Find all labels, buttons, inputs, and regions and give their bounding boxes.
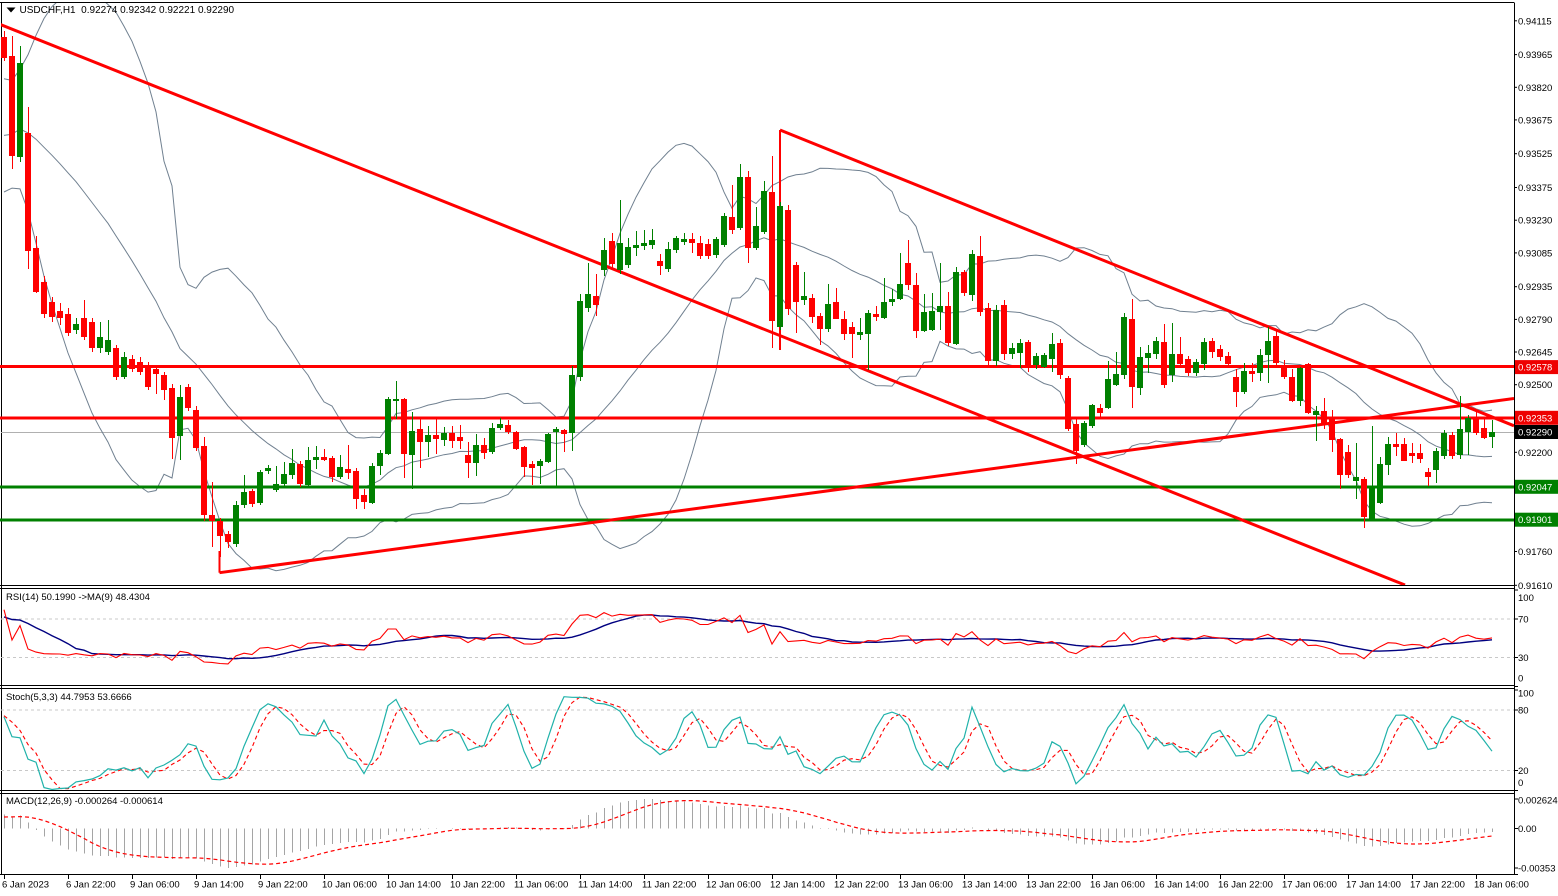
svg-text:0.92935: 0.92935	[1518, 282, 1552, 293]
svg-text:-0.00353: -0.00353	[1518, 863, 1556, 874]
svg-text:0.92500: 0.92500	[1518, 380, 1552, 391]
svg-text:6 Jan 2023: 6 Jan 2023	[2, 880, 49, 891]
svg-text:10 Jan 14:00: 10 Jan 14:00	[386, 880, 441, 891]
svg-text:0: 0	[1518, 674, 1523, 685]
svg-text:USDCHF,H1 0.92274 0.92342 0.9: USDCHF,H1 0.92274 0.92342 0.92221 0.9229…	[20, 5, 235, 16]
svg-text:Stoch(5,3,3) 44.7953 53.6666: Stoch(5,3,3) 44.7953 53.6666	[6, 692, 132, 703]
svg-text:12 Jan 22:00: 12 Jan 22:00	[834, 880, 889, 891]
svg-text:0.91901: 0.91901	[1518, 515, 1552, 526]
svg-text:9 Jan 14:00: 9 Jan 14:00	[194, 880, 244, 891]
svg-text:10 Jan 06:00: 10 Jan 06:00	[322, 880, 377, 891]
svg-text:100: 100	[1518, 689, 1534, 700]
svg-text:0.91760: 0.91760	[1518, 547, 1552, 558]
svg-text:17 Jan 06:00: 17 Jan 06:00	[1282, 880, 1337, 891]
svg-text:0.93965: 0.93965	[1518, 50, 1552, 61]
svg-text:MACD(12,26,9) -0.000264 -0.000: MACD(12,26,9) -0.000264 -0.000614	[6, 796, 163, 807]
svg-text:18 Jan 06:00: 18 Jan 06:00	[1474, 880, 1529, 891]
svg-text:13 Jan 14:00: 13 Jan 14:00	[962, 880, 1017, 891]
svg-text:0.93230: 0.93230	[1518, 216, 1552, 227]
svg-text:30: 30	[1518, 653, 1529, 664]
svg-text:0.92290: 0.92290	[1518, 428, 1552, 439]
svg-text:13 Jan 06:00: 13 Jan 06:00	[898, 880, 953, 891]
svg-text:16 Jan 14:00: 16 Jan 14:00	[1154, 880, 1209, 891]
svg-text:0.93675: 0.93675	[1518, 115, 1552, 126]
svg-text:9 Jan 22:00: 9 Jan 22:00	[258, 880, 308, 891]
svg-text:10 Jan 22:00: 10 Jan 22:00	[450, 880, 505, 891]
svg-text:0.92200: 0.92200	[1518, 448, 1552, 459]
svg-text:11 Jan 14:00: 11 Jan 14:00	[578, 880, 632, 891]
svg-text:0: 0	[1518, 778, 1523, 789]
svg-text:0.93525: 0.93525	[1518, 149, 1552, 160]
svg-text:0.00: 0.00	[1518, 824, 1537, 835]
svg-text:11 Jan 06:00: 11 Jan 06:00	[514, 880, 568, 891]
svg-text:16 Jan 22:00: 16 Jan 22:00	[1218, 880, 1273, 891]
svg-text:0.92790: 0.92790	[1518, 315, 1552, 326]
svg-text:16 Jan 06:00: 16 Jan 06:00	[1090, 880, 1145, 891]
svg-text:20: 20	[1518, 766, 1529, 777]
svg-text:70: 70	[1518, 614, 1529, 625]
svg-text:0.94115: 0.94115	[1518, 16, 1552, 27]
svg-text:100: 100	[1518, 593, 1534, 604]
svg-text:11 Jan 22:00: 11 Jan 22:00	[642, 880, 696, 891]
svg-text:80: 80	[1518, 706, 1529, 717]
svg-text:0.93085: 0.93085	[1518, 248, 1552, 259]
svg-text:9 Jan 06:00: 9 Jan 06:00	[130, 880, 180, 891]
svg-text:17 Jan 22:00: 17 Jan 22:00	[1410, 880, 1465, 891]
svg-text:0.93375: 0.93375	[1518, 183, 1552, 194]
svg-text:12 Jan 06:00: 12 Jan 06:00	[706, 880, 761, 891]
svg-text:RSI(14) 50.1990 ->MA(9) 48.43: RSI(14) 50.1990 ->MA(9) 48.4304	[6, 592, 150, 603]
svg-text:13 Jan 22:00: 13 Jan 22:00	[1026, 880, 1081, 891]
svg-text:0.93820: 0.93820	[1518, 83, 1552, 94]
svg-text:12 Jan 14:00: 12 Jan 14:00	[770, 880, 825, 891]
svg-text:17 Jan 14:00: 17 Jan 14:00	[1346, 880, 1401, 891]
svg-text:0.92353: 0.92353	[1518, 413, 1552, 424]
svg-text:0.92578: 0.92578	[1518, 363, 1552, 374]
svg-text:0.92645: 0.92645	[1518, 348, 1552, 359]
svg-text:6 Jan 22:00: 6 Jan 22:00	[66, 880, 116, 891]
svg-text:0.002624: 0.002624	[1518, 796, 1558, 807]
svg-text:0.92047: 0.92047	[1518, 482, 1552, 493]
svg-text:0.91610: 0.91610	[1518, 581, 1552, 592]
